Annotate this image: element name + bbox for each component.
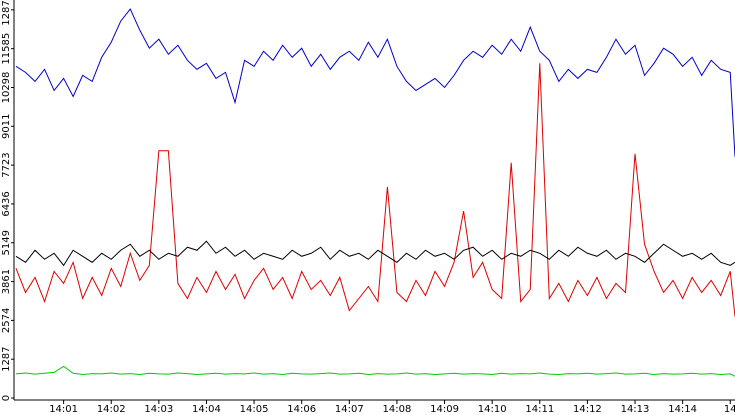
series-line: [15, 8, 735, 157]
y-tick-label: 0: [1, 395, 12, 401]
x-tick-label: 14:13: [621, 404, 650, 415]
y-tick-label: 2574: [1, 308, 12, 333]
x-tick-label: 14:14: [668, 404, 697, 415]
y-tick-label: 5149: [1, 230, 12, 255]
y-tick-label: 11585: [1, 33, 12, 65]
x-tick-label: 14:04: [192, 404, 221, 415]
y-tick-label: 9011: [1, 114, 12, 139]
y-tick-label: 12873: [1, 0, 12, 26]
x-tick-label: 14:03: [144, 404, 173, 415]
x-tick-label: 14:12: [573, 404, 602, 415]
x-tick-label: 14:09: [430, 404, 459, 415]
series-line: [15, 365, 735, 377]
y-tick-label: 7723: [1, 152, 12, 177]
x-tick-label: 14:10: [478, 404, 507, 415]
y-tick-label: 3861: [1, 269, 12, 294]
series-line: [15, 63, 735, 317]
x-tick-label: 14:06: [287, 404, 316, 415]
x-tick-label: 14:07: [335, 404, 364, 415]
x-tick-label: 14:11: [525, 404, 554, 415]
y-tick-label: 1287: [1, 346, 12, 371]
x-tick-label: 14: [724, 404, 735, 415]
x-tick-label: 14:05: [240, 404, 269, 415]
x-tick-label: 14:01: [49, 404, 78, 415]
y-tick-label: 6436: [1, 191, 12, 216]
y-tick-label: 10298: [1, 72, 12, 104]
x-tick-label: 14:08: [383, 404, 412, 415]
x-tick-label: 14:02: [97, 404, 126, 415]
series-line: [15, 240, 735, 267]
